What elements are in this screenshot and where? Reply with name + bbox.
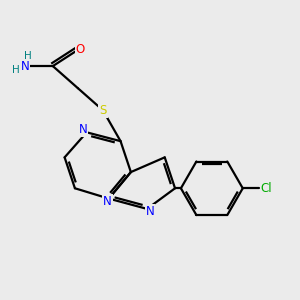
Text: H: H — [12, 65, 20, 76]
Text: N: N — [20, 60, 29, 73]
Text: Cl: Cl — [260, 182, 272, 195]
Text: S: S — [99, 104, 106, 117]
Text: H: H — [24, 51, 32, 61]
Text: N: N — [146, 205, 154, 218]
Text: O: O — [76, 44, 85, 56]
Text: N: N — [103, 195, 112, 208]
Text: N: N — [79, 124, 88, 136]
